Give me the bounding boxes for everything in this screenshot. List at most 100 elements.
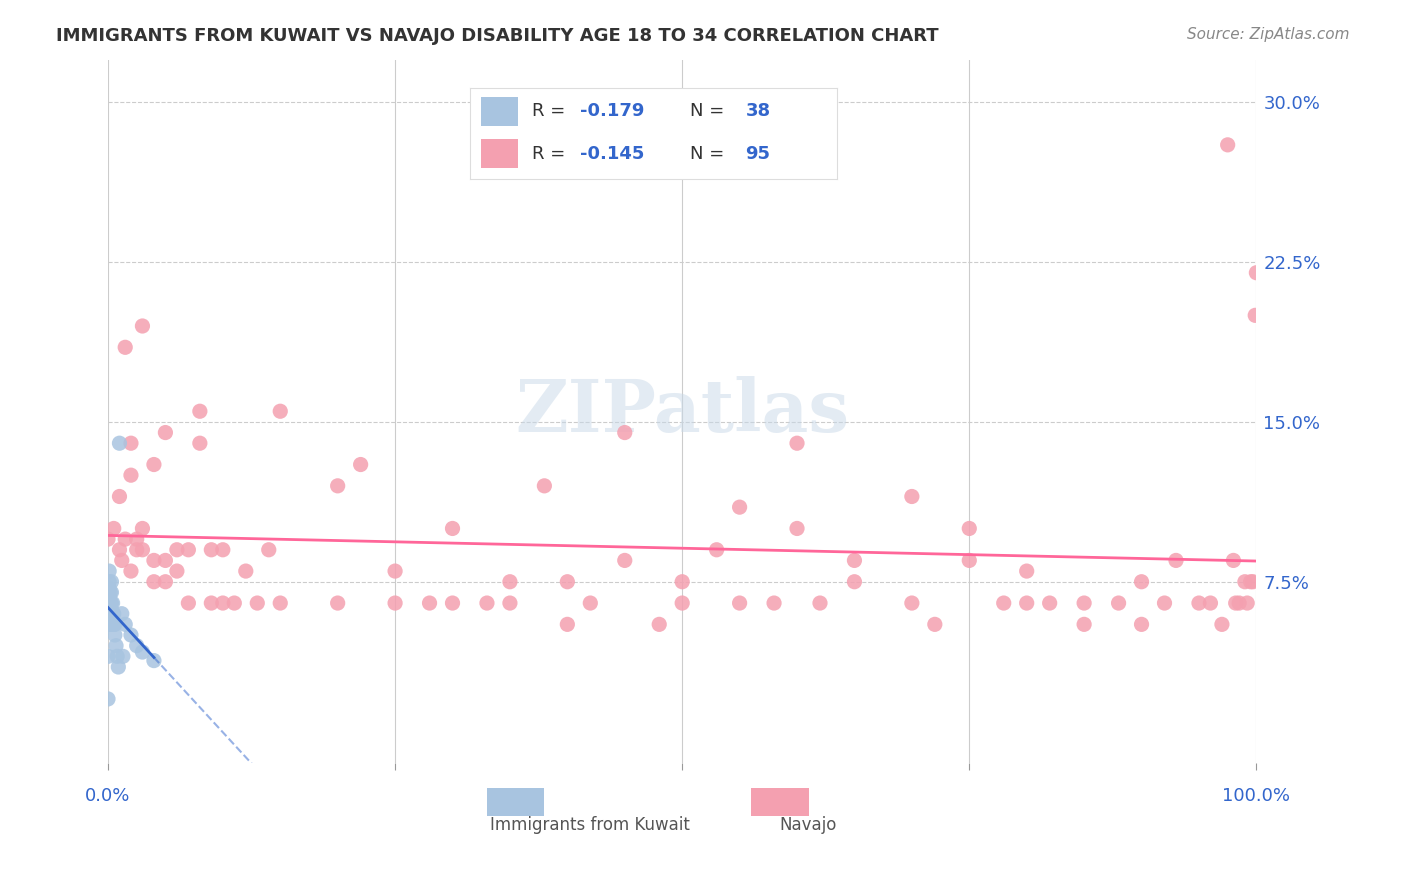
Point bbox=[114, 532, 136, 546]
Text: IMMIGRANTS FROM KUWAIT VS NAVAJO DISABILITY AGE 18 TO 34 CORRELATION CHART: IMMIGRANTS FROM KUWAIT VS NAVAJO DISABIL… bbox=[56, 27, 939, 45]
Point bbox=[100, 574, 122, 589]
Point bbox=[1108, 596, 1130, 610]
Point bbox=[957, 521, 980, 535]
Point bbox=[1015, 564, 1038, 578]
Point bbox=[97, 692, 120, 706]
Point bbox=[125, 639, 148, 653]
Point bbox=[103, 521, 125, 535]
Point bbox=[131, 318, 153, 333]
Point bbox=[901, 596, 924, 610]
Point bbox=[98, 581, 121, 595]
Point bbox=[441, 596, 464, 610]
Point bbox=[1073, 596, 1095, 610]
Point bbox=[808, 596, 831, 610]
Point bbox=[706, 542, 728, 557]
Point bbox=[1216, 137, 1239, 152]
Point bbox=[763, 596, 786, 610]
Point bbox=[499, 596, 522, 610]
Point bbox=[269, 596, 291, 610]
Point bbox=[1225, 596, 1247, 610]
Text: 100.0%: 100.0% bbox=[1222, 788, 1291, 805]
Point bbox=[211, 542, 233, 557]
Point bbox=[97, 585, 120, 599]
Point bbox=[326, 479, 349, 493]
Point bbox=[533, 479, 555, 493]
Point bbox=[120, 436, 142, 450]
Point bbox=[155, 553, 177, 567]
Point bbox=[98, 617, 121, 632]
Point bbox=[120, 564, 142, 578]
Point bbox=[98, 611, 121, 625]
Point bbox=[844, 574, 866, 589]
Point bbox=[1236, 596, 1258, 610]
Point bbox=[257, 542, 280, 557]
Point bbox=[111, 553, 134, 567]
Point bbox=[728, 500, 751, 515]
Point bbox=[613, 425, 636, 440]
Point bbox=[211, 596, 233, 610]
Text: Navajo: Navajo bbox=[780, 815, 837, 834]
Text: Immigrants from Kuwait: Immigrants from Kuwait bbox=[491, 815, 690, 834]
Point bbox=[1222, 553, 1244, 567]
Point bbox=[104, 617, 127, 632]
Text: Source: ZipAtlas.com: Source: ZipAtlas.com bbox=[1187, 27, 1350, 42]
Point bbox=[844, 553, 866, 567]
Point bbox=[326, 596, 349, 610]
Point bbox=[1188, 596, 1211, 610]
Point bbox=[97, 607, 120, 621]
Point bbox=[98, 596, 121, 610]
Point bbox=[142, 574, 165, 589]
Point bbox=[1241, 574, 1264, 589]
Point bbox=[166, 542, 188, 557]
Point bbox=[188, 404, 211, 418]
Point bbox=[1039, 596, 1062, 610]
Point bbox=[557, 574, 579, 589]
Point bbox=[111, 649, 134, 664]
Point bbox=[1153, 596, 1175, 610]
Point bbox=[108, 542, 131, 557]
Point bbox=[111, 607, 134, 621]
Point bbox=[1130, 574, 1153, 589]
Point bbox=[557, 617, 579, 632]
Point bbox=[499, 574, 522, 589]
Point bbox=[131, 542, 153, 557]
Point bbox=[100, 617, 122, 632]
Point bbox=[155, 574, 177, 589]
Point bbox=[125, 542, 148, 557]
Point bbox=[200, 596, 222, 610]
Point bbox=[166, 564, 188, 578]
Point bbox=[101, 607, 124, 621]
Point bbox=[108, 490, 131, 504]
Point bbox=[103, 607, 125, 621]
Point bbox=[648, 617, 671, 632]
Point bbox=[98, 596, 121, 610]
Point bbox=[97, 596, 120, 610]
Point bbox=[1130, 617, 1153, 632]
Point bbox=[114, 340, 136, 354]
Point bbox=[98, 590, 121, 604]
Point bbox=[1211, 617, 1233, 632]
Point bbox=[1199, 596, 1222, 610]
Point bbox=[901, 490, 924, 504]
Point bbox=[98, 607, 121, 621]
Point bbox=[246, 596, 269, 610]
Point bbox=[269, 404, 291, 418]
Point bbox=[142, 458, 165, 472]
Point bbox=[1073, 617, 1095, 632]
Point bbox=[1164, 553, 1187, 567]
Point bbox=[1246, 266, 1268, 280]
Point bbox=[125, 532, 148, 546]
Point bbox=[177, 542, 200, 557]
Point bbox=[671, 574, 693, 589]
Point bbox=[1233, 574, 1256, 589]
Point bbox=[349, 458, 371, 472]
Point bbox=[100, 585, 122, 599]
Point bbox=[1015, 596, 1038, 610]
Point bbox=[97, 649, 120, 664]
Point bbox=[993, 596, 1015, 610]
Point bbox=[579, 596, 602, 610]
Point bbox=[100, 596, 122, 610]
Point bbox=[1244, 309, 1267, 323]
Point bbox=[120, 628, 142, 642]
Point bbox=[475, 596, 498, 610]
